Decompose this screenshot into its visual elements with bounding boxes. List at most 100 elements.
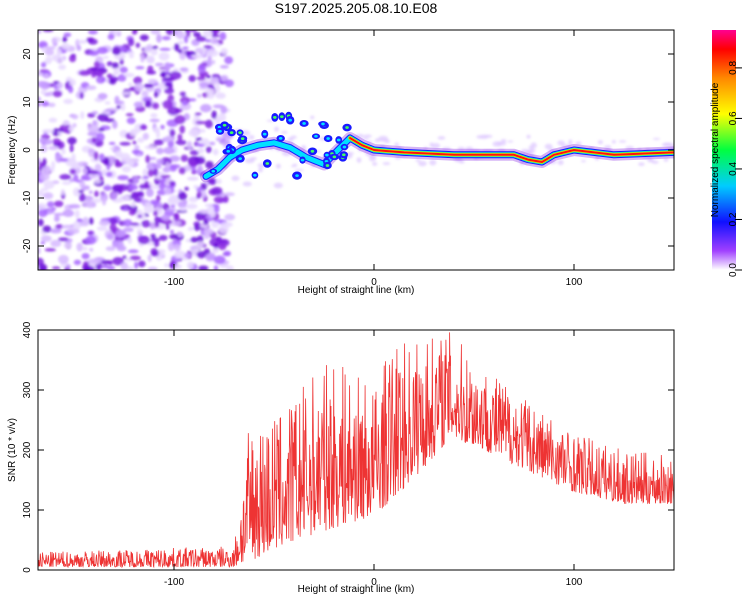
noise-blob — [40, 241, 46, 245]
ridge-blob-core — [310, 149, 315, 153]
noise-blob — [363, 134, 372, 138]
noise-blob — [197, 147, 205, 154]
noise-blob — [100, 192, 108, 202]
noise-blob — [93, 179, 102, 184]
noise-blob — [165, 30, 174, 36]
noise-blob — [173, 213, 180, 222]
noise-blob — [143, 204, 154, 214]
noise-blob — [581, 159, 586, 163]
noise-blob — [191, 53, 204, 59]
noise-blob — [89, 247, 94, 252]
noise-blob — [184, 252, 191, 259]
noise-blob — [87, 170, 99, 175]
noise-blob — [156, 255, 163, 261]
noise-blob — [97, 113, 109, 122]
noise-blob — [173, 67, 179, 73]
ridge-blob-core — [238, 131, 242, 135]
noise-blob — [38, 72, 44, 76]
noise-blob — [123, 207, 128, 211]
noise-blob — [46, 209, 55, 214]
noise-blob — [362, 137, 369, 140]
noise-blob — [220, 74, 229, 82]
spectrogram-noise-blobs — [38, 30, 692, 270]
ridge-blob-core — [342, 145, 347, 149]
ridge-blob-core — [326, 137, 330, 140]
noise-blob — [63, 240, 72, 249]
noise-blob — [179, 51, 187, 61]
noise-blob — [220, 47, 228, 56]
noise-blob — [126, 266, 134, 270]
noise-blob — [356, 157, 362, 163]
noise-blob — [156, 147, 164, 155]
noise-blob — [38, 30, 42, 34]
noise-blob — [223, 192, 235, 197]
noise-blob — [61, 42, 70, 51]
noise-blob — [173, 43, 180, 52]
noise-blob — [73, 259, 82, 266]
noise-blob — [40, 187, 49, 192]
noise-blob — [150, 30, 161, 35]
noise-blob — [161, 214, 171, 221]
noise-blob — [165, 208, 177, 212]
colorbar-tick-label: 0.0 — [728, 263, 739, 277]
noise-blob — [206, 49, 219, 57]
noise-blob — [135, 66, 145, 70]
noise-blob — [152, 126, 160, 133]
noise-blob — [55, 55, 65, 64]
noise-blob — [207, 83, 214, 89]
noise-blob — [158, 253, 166, 257]
noise-blob — [88, 50, 99, 56]
noise-blob — [88, 37, 95, 41]
noise-blob — [213, 196, 225, 204]
noise-blob — [43, 180, 55, 190]
noise-blob — [210, 211, 216, 218]
noise-blob — [134, 82, 144, 92]
noise-blob — [111, 62, 119, 69]
noise-blob — [83, 265, 95, 270]
noise-blob — [186, 140, 193, 150]
spectrogram-y-label: Frequency (Hz) — [7, 116, 18, 185]
noise-blob — [67, 227, 80, 235]
noise-blob — [38, 263, 48, 270]
noise-blob — [213, 219, 224, 223]
noise-blob — [179, 207, 187, 212]
noise-blob — [38, 247, 41, 255]
noise-blob — [206, 90, 215, 100]
noise-blob — [287, 137, 294, 142]
noise-blob — [91, 138, 97, 143]
noise-blob — [127, 38, 135, 47]
noise-blob — [198, 265, 209, 270]
noise-blob — [441, 147, 452, 152]
noise-blob — [61, 181, 72, 185]
noise-blob — [250, 156, 258, 161]
noise-blob — [133, 197, 142, 203]
snr-x-label: Height of straight line (km) — [298, 584, 415, 595]
noise-blob — [123, 72, 135, 78]
noise-blob — [688, 160, 692, 164]
noise-blob — [195, 137, 203, 141]
noise-blob — [158, 182, 166, 190]
noise-blob — [131, 149, 141, 155]
noise-blob — [73, 187, 81, 197]
noise-blob — [156, 158, 164, 165]
noise-blob — [597, 140, 604, 145]
noise-blob — [129, 161, 135, 167]
noise-blob — [202, 30, 213, 38]
noise-blob — [51, 37, 58, 45]
noise-blob — [155, 62, 164, 67]
noise-blob — [154, 216, 160, 225]
noise-blob — [154, 163, 162, 169]
noise-blob — [152, 45, 159, 50]
noise-blob — [194, 112, 202, 116]
ridge-core — [349, 137, 674, 163]
noise-blob — [47, 91, 55, 97]
noise-blob — [216, 136, 223, 141]
spectrogram-ridge — [200, 111, 674, 183]
noise-blob — [123, 227, 134, 233]
noise-blob — [200, 128, 206, 133]
noise-blob — [40, 81, 51, 90]
noise-blob — [99, 176, 104, 182]
noise-blob — [528, 145, 534, 150]
noise-blob — [457, 146, 466, 152]
noise-blob — [129, 128, 138, 137]
